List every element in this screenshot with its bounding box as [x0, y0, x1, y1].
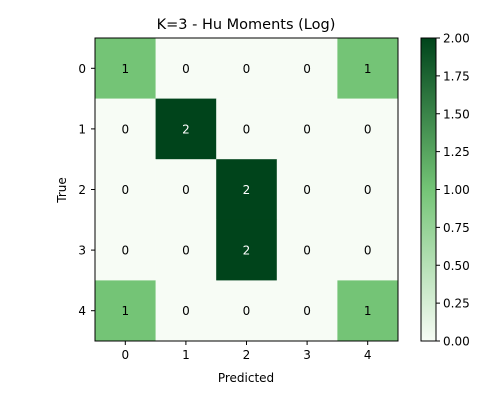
cell-value-label: 0	[243, 122, 251, 136]
x-axis-ticks: 0 1 2 3 4	[121, 341, 372, 362]
x-tick-label: 4	[364, 348, 372, 362]
heatmap-cell	[216, 280, 278, 342]
heatmap-cell	[276, 38, 338, 99]
cell-value-label: 0	[243, 304, 251, 318]
cell-value-label: 0	[121, 244, 129, 258]
heatmap-cell	[95, 219, 156, 281]
cell-value-label: 0	[182, 62, 190, 76]
cell-value-label: 0	[303, 62, 311, 76]
y-tick-label: 1	[78, 122, 86, 136]
y-axis-ticks: 0 1 2 3 4	[78, 62, 95, 318]
cell-value-label: 2	[243, 244, 251, 258]
heatmap-cell	[276, 280, 338, 342]
heatmap-cell	[337, 280, 399, 342]
heatmap-cell	[95, 98, 156, 160]
colorbar-ticks: 0.00 0.25 0.50 0.75 1.00 1.25 1.50 1.75 2.00	[436, 32, 470, 349]
heatmap-cell	[216, 98, 278, 160]
heatmap-cell	[216, 219, 278, 281]
x-tick-label: 0	[121, 348, 129, 362]
cell-value-label: 0	[121, 122, 129, 136]
cell-value-label: 0	[121, 183, 129, 197]
heatmap-cell	[216, 38, 278, 99]
heatmap-cell	[155, 159, 217, 221]
cell-value-label: 1	[121, 62, 129, 76]
colorbar-tick-label: 1.75	[443, 69, 470, 83]
cell-value-label: 0	[182, 304, 190, 318]
cell-value-label: 2	[243, 183, 251, 197]
cell-value-label: 0	[182, 244, 190, 258]
heatmap-cell	[95, 280, 156, 342]
y-tick-label: 4	[78, 304, 86, 318]
cell-value-label: 0	[243, 62, 251, 76]
cell-value-label: 0	[303, 244, 311, 258]
x-axis-label: Predicted	[218, 371, 274, 385]
cell-value-label: 1	[121, 304, 129, 318]
heatmap-cell	[276, 159, 338, 221]
x-tick-label: 3	[303, 348, 311, 362]
cell-value-label: 0	[364, 122, 372, 136]
chart-title: K=3 - Hu Moments (Log)	[157, 17, 336, 33]
cell-value-label: 0	[303, 183, 311, 197]
heatmap-cell	[216, 159, 278, 221]
cell-value-label: 1	[364, 62, 372, 76]
colorbar	[420, 37, 437, 342]
heatmap-cell	[337, 98, 399, 160]
heatmap-cell	[276, 98, 338, 160]
x-tick-label: 2	[243, 348, 251, 362]
colorbar-tick-label: 1.00	[443, 183, 470, 197]
y-tick-label: 0	[78, 62, 86, 76]
cell-value-label: 0	[364, 183, 372, 197]
heatmap-cell	[337, 219, 399, 281]
colorbar-tick-label: 2.00	[443, 32, 470, 46]
cell-value-label: 0	[182, 183, 190, 197]
heatmap-cell	[155, 38, 217, 99]
colorbar-tick-label: 0.25	[443, 297, 470, 311]
heatmap-cell	[337, 38, 399, 99]
x-tick-label: 1	[182, 348, 190, 362]
heatmap-cell	[95, 159, 156, 221]
heatmap-cell	[95, 38, 156, 99]
colorbar-tick-label: 1.25	[443, 145, 470, 159]
cell-value-label: 0	[364, 244, 372, 258]
y-tick-label: 3	[78, 244, 86, 258]
heatmap-cell	[337, 159, 399, 221]
cell-value-label: 0	[303, 122, 311, 136]
colorbar-tick-label: 0.75	[443, 221, 470, 235]
heatmap-cell	[276, 219, 338, 281]
cell-value-label: 0	[303, 304, 311, 318]
colorbar-tick-label: 0.50	[443, 259, 470, 273]
heatmap-cells	[95, 38, 399, 342]
cell-value-label: 2	[182, 122, 190, 136]
y-axis-label: True	[55, 177, 69, 204]
y-tick-label: 2	[78, 183, 86, 197]
colorbar-tick-label: 0.00	[443, 335, 470, 349]
cell-value-label: 1	[364, 304, 372, 318]
heatmap-cell-labels: 1 0 0 0 1 0 2 0 0 0 0 0 2 0 0 0 0 2 0 0 1 0 0 0 1	[121, 62, 371, 318]
heatmap-cell	[155, 98, 217, 160]
heatmap-cell	[155, 280, 217, 342]
heatmap-cell	[155, 219, 217, 281]
colorbar-tick-label: 1.50	[443, 107, 470, 121]
